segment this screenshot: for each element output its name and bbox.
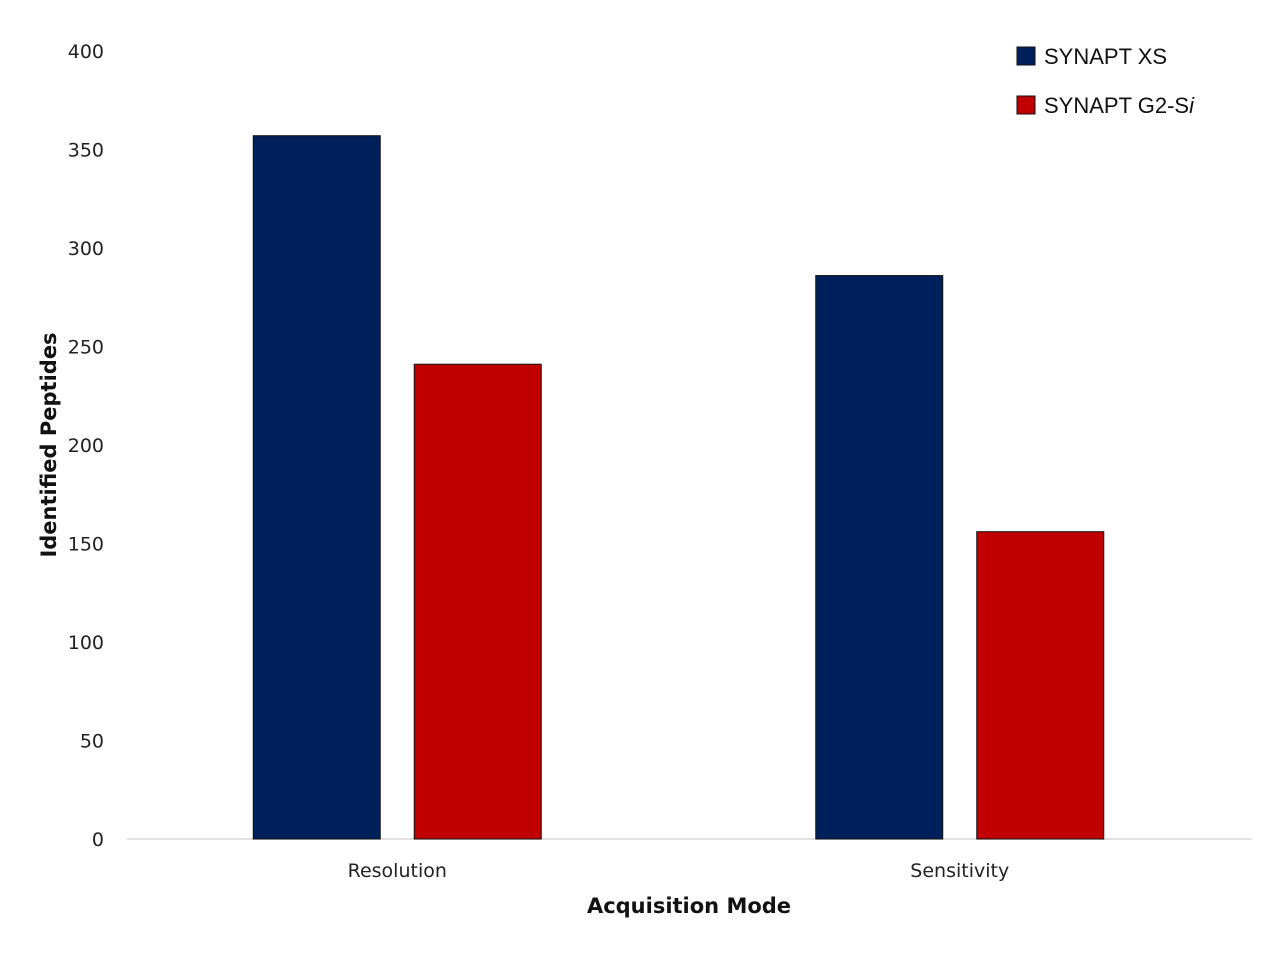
y-tick-label: 350 <box>68 140 104 162</box>
y-axis-title: Identified Peptides <box>37 332 61 557</box>
y-tick-label: 300 <box>68 238 104 260</box>
y-tick-label: 0 <box>92 829 104 851</box>
y-axis-ticks: 0 50 100 150 200 250 300 350 400 <box>68 41 104 851</box>
x-axis-ticks: Resolution Sensitivity <box>348 860 1010 882</box>
bar-resolution-series-1 <box>413 363 542 840</box>
legend-label-synapt-xs: SYNAPT XS <box>1044 44 1167 69</box>
legend: SYNAPT XS SYNAPT G2-Si <box>1016 44 1195 118</box>
x-tick-label: Resolution <box>348 860 447 882</box>
bar-resolution-series-0 <box>252 135 381 840</box>
legend-swatch-synapt-g2-si <box>1016 95 1036 115</box>
x-axis-title: Acquisition Mode <box>587 894 791 918</box>
y-tick-label: 250 <box>68 337 104 359</box>
y-tick-label: 400 <box>68 41 104 63</box>
legend-label-synapt-g2-si-main: SYNAPT G2-S <box>1044 93 1189 118</box>
legend-label-synapt-g2-si: SYNAPT G2-Si <box>1044 93 1195 118</box>
legend-label-synapt-g2-si-suffix: i <box>1189 93 1195 118</box>
bars <box>252 135 1105 840</box>
y-tick-label: 200 <box>68 435 104 457</box>
bar-sensitivity-series-0 <box>815 275 944 840</box>
bar-sensitivity-series-1 <box>976 531 1105 840</box>
y-tick-label: 100 <box>68 632 104 654</box>
x-tick-label: Sensitivity <box>910 860 1009 882</box>
y-tick-label: 50 <box>80 731 104 753</box>
legend-swatch-synapt-xs <box>1016 46 1036 66</box>
y-tick-label: 150 <box>68 534 104 556</box>
